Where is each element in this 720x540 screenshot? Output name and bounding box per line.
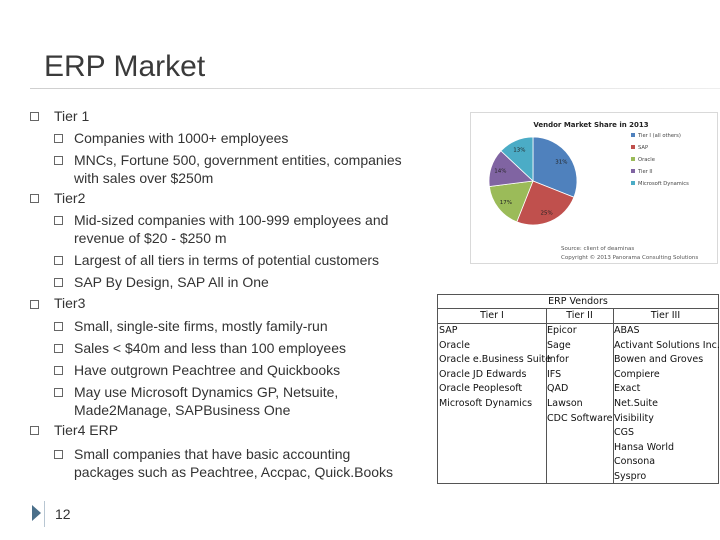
legend-entry: Oracle — [638, 157, 655, 163]
slice-label: 25% — [541, 210, 553, 216]
footer-divider — [44, 501, 45, 527]
tier4-item: Small companies that have basic accounti… — [74, 446, 394, 480]
vendor-item: Infor — [547, 354, 569, 366]
pie-slice — [516, 180, 575, 226]
legend-swatch — [631, 169, 635, 173]
legend-entry: Tier II — [637, 169, 653, 175]
legend-entry: Tier I (all others) — [637, 133, 681, 139]
column-header: Tier I — [438, 309, 546, 324]
legend-swatch — [631, 157, 635, 161]
vendor-item: Visibility — [614, 412, 654, 424]
table-title: ERP Vendors — [438, 295, 718, 309]
tier3-item: Have outgrown Peachtree and Quickbooks — [74, 362, 341, 378]
vendor-item: ABAS — [614, 325, 640, 336]
vendor-item: IFS — [547, 368, 562, 380]
vendor-item: Sage — [547, 339, 571, 351]
vendor-item: Hansa World — [614, 441, 675, 453]
vendor-item: Lawson — [547, 397, 583, 409]
tier3-item: Small, single-site firms, mostly family-… — [74, 318, 328, 334]
chart-copyright: Copyright © 2013 Panorama Consulting Sol… — [561, 254, 698, 261]
bullet-square-icon — [54, 322, 63, 331]
chart-title: Vendor Market Share in 2013 — [533, 121, 648, 129]
bullet-square-icon — [54, 156, 63, 165]
vendor-item: Epicor — [547, 325, 577, 336]
erp-vendors-table: ERP Vendors Tier I SAP Oracle Oracle e.Bus… — [437, 294, 720, 484]
legend-entry: Microsoft Dynamics — [638, 181, 689, 187]
bullet-square-icon — [30, 426, 39, 435]
vendor-item: Bowen and Groves — [614, 354, 704, 366]
tier2-heading: Tier2 — [54, 190, 86, 206]
legend-swatch — [631, 133, 635, 137]
column-header: Tier II — [546, 309, 613, 324]
bullet-square-icon — [30, 194, 39, 203]
vendor-item: Net.Suite — [614, 397, 658, 409]
vendor-item: SAP — [439, 325, 458, 336]
bullet-square-icon — [54, 450, 63, 459]
vendor-item: Consona — [614, 456, 656, 468]
bullet-square-icon — [54, 278, 63, 287]
tier1-item: Companies with 1000+ employees — [74, 130, 289, 146]
tier2-item: Mid-sized companies with 100-999 employe… — [74, 212, 389, 246]
pie-slice — [500, 136, 534, 182]
legend-entry: SAP — [638, 145, 648, 151]
title-divider — [30, 88, 720, 89]
bullet-square-icon — [30, 112, 39, 121]
slice-label: 17% — [500, 200, 512, 206]
vendor-item: Syspro — [614, 470, 647, 482]
vendor-item: CGS — [614, 427, 635, 439]
bullet-square-icon — [54, 388, 63, 397]
tier3-item: Sales < $40m and less than 100 employees — [74, 340, 347, 356]
tier-2-column: Tier II Epicor Sage Infor IFS QAD Lawson CDC S… — [546, 309, 614, 483]
vendor-item: Exact — [614, 383, 641, 395]
vendor-item: Oracle e.Business Suite — [439, 354, 551, 366]
tier3-item: May use Microsoft Dynamics GP, Netsuite,… — [74, 384, 339, 418]
pie-slice — [488, 180, 534, 223]
bullet-square-icon — [54, 344, 63, 353]
slice-label: 13% — [513, 148, 525, 154]
vendor-item: Oracle Peoplesoft — [439, 383, 523, 395]
tier1-heading: Tier 1 — [54, 108, 90, 124]
tier2-item: SAP By Design, SAP All in One — [74, 274, 269, 290]
tier-1-column: Tier I SAP Oracle Oracle e.Business Suite O… — [438, 309, 551, 483]
chart-source: Source: client of deaminas — [561, 246, 634, 252]
tier1-item: MNCs, Fortune 500, government entities, … — [74, 152, 402, 186]
bullet-square-icon — [30, 300, 39, 309]
vendor-item: Microsoft Dynamics — [439, 397, 533, 409]
vendor-item: Activant Solutions Inc. — [614, 339, 720, 351]
page-title: ERP Market — [44, 50, 206, 83]
legend-swatch — [631, 181, 635, 185]
bullet-square-icon — [54, 256, 63, 265]
tier2-item: Largest of all tiers in terms of potenti… — [74, 252, 380, 268]
pie-slice — [532, 136, 578, 198]
bullet-square-icon — [54, 366, 63, 375]
bullet-square-icon — [54, 134, 63, 143]
slice-label: 14% — [494, 168, 506, 174]
vendor-item: Oracle JD Edwards — [439, 368, 527, 380]
slice-label: 31% — [555, 160, 567, 166]
vendor-item: CDC Software — [547, 412, 613, 424]
legend-swatch — [631, 145, 635, 149]
vendor-item: Compiere — [614, 368, 660, 380]
tier3-heading: Tier3 — [54, 295, 86, 311]
bullet-square-icon — [54, 216, 63, 225]
slide-arrow-icon — [32, 505, 41, 521]
tier4-heading: Tier4 ERP — [54, 422, 119, 438]
tier-3-column: Tier III ABAS Activant Solutions Inc. Bowe… — [613, 309, 720, 483]
market-share-chart: Vendor Market Share in 2013 31% 25% 17% 14%… — [470, 112, 718, 264]
vendor-item: Oracle — [439, 339, 470, 351]
vendor-item: QAD — [547, 383, 569, 395]
column-header: Tier III — [613, 309, 718, 324]
pie-chart: Vendor Market Share in 2013 31% 25% 17% 14%… — [488, 121, 698, 261]
page-number: 12 — [55, 506, 71, 522]
